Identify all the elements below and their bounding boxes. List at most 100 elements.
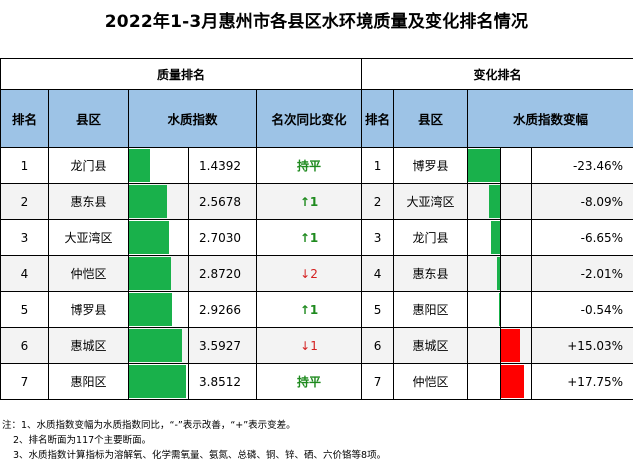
header-district: 县区 <box>48 89 129 148</box>
rank-yoy-cell: 持平 <box>255 363 363 400</box>
rank-yoy-cell: 持平 <box>255 147 363 184</box>
quality-district-cell: 惠东县 <box>48 183 129 220</box>
quality-district-cell: 大亚湾区 <box>48 219 129 256</box>
change-negative-bar-cell <box>467 219 502 256</box>
change-district-cell: 惠东县 <box>393 255 469 292</box>
section-quality-ranking: 质量排名 <box>0 58 363 90</box>
table-row: 4 仲恺区 2.8720 ↓2 4 惠东县 -2.01% <box>0 255 633 292</box>
change-district-cell: 大亚湾区 <box>393 183 469 220</box>
header-water-quality-index: 水质指数 <box>128 89 257 148</box>
change-rank-cell: 2 <box>361 183 395 220</box>
rank-yoy-cell: ↓2 <box>255 255 363 292</box>
change-district-cell: 仲恺区 <box>393 363 469 400</box>
wqi-bar-cell <box>128 183 189 220</box>
wqi-value-cell: 3.8512 <box>188 363 257 400</box>
wqi-value-cell: 2.5678 <box>188 183 257 220</box>
quality-district-cell: 惠阳区 <box>48 363 129 400</box>
change-negative-bar-cell <box>467 147 502 184</box>
wqi-bar-cell <box>128 291 189 328</box>
change-rank-cell: 5 <box>361 291 395 328</box>
change-value-cell: +17.75% <box>531 363 633 400</box>
quality-district-cell: 博罗县 <box>48 291 129 328</box>
change-negative-bar-cell <box>467 291 502 328</box>
wqi-bar-cell <box>128 327 189 364</box>
quality-rank-cell: 5 <box>0 291 49 328</box>
quality-district-cell: 惠城区 <box>48 327 129 364</box>
change-district-cell: 惠阳区 <box>393 291 469 328</box>
table-row: 5 博罗县 2.9266 ↑1 5 惠阳区 -0.54% <box>0 291 633 328</box>
wqi-value-cell: 2.7030 <box>188 219 257 256</box>
quality-rank-cell: 3 <box>0 219 49 256</box>
page-title: 2022年1-3月惠州市各县区水环境质量及变化排名情况 <box>104 12 529 32</box>
table-row: 2 惠东县 2.5678 ↑1 2 大亚湾区 -8.09% <box>0 183 633 220</box>
quality-rank-cell: 4 <box>0 255 49 292</box>
rank-yoy-cell: ↑1 <box>255 183 363 220</box>
change-negative-bar-cell <box>467 327 502 364</box>
change-bar-negative <box>499 293 500 326</box>
table-row: 3 大亚湾区 2.7030 ↑1 3 龙门县 -6.65% <box>0 219 633 256</box>
change-bar-negative <box>468 149 500 182</box>
wqi-value-cell: 3.5927 <box>188 327 257 364</box>
change-negative-bar-cell <box>467 255 502 292</box>
quality-rank-cell: 1 <box>0 147 49 184</box>
change-positive-bar-cell <box>500 183 533 220</box>
table-row: 7 惠阳区 3.8512 持平 7 仲恺区 +17.75% <box>0 363 633 400</box>
note-1: 注：1、水质指数变幅为水质指数同比，“-”表示改善，“+”表示变差。 <box>2 420 296 431</box>
note-2: 2、排名断面为117个主要断面。 <box>13 435 152 446</box>
change-value-cell: -23.46% <box>531 147 633 184</box>
quality-district-cell: 仲恺区 <box>48 255 129 292</box>
header-rank-2: 排名 <box>361 89 395 148</box>
header-index-change: 水质指数变幅 <box>467 89 633 148</box>
ranking-table: 质量排名 变化排名 排名 县区 水质指数 名次同比变化 排名 县区 水质指数变幅… <box>0 58 633 400</box>
change-bar-positive <box>501 365 524 398</box>
change-positive-bar-cell <box>500 291 533 328</box>
quality-rank-cell: 6 <box>0 327 49 364</box>
rank-yoy-cell: ↓1 <box>255 327 363 364</box>
change-rank-cell: 4 <box>361 255 395 292</box>
change-negative-bar-cell <box>467 363 502 400</box>
wqi-bar <box>129 329 182 362</box>
wqi-value-cell: 2.8720 <box>188 255 257 292</box>
wqi-bar-cell <box>128 363 189 400</box>
wqi-bar-cell <box>128 255 189 292</box>
change-positive-bar-cell <box>500 147 533 184</box>
header-district-2: 县区 <box>393 89 469 148</box>
change-value-cell: +15.03% <box>531 327 633 364</box>
change-bar-positive <box>501 329 521 362</box>
rank-yoy-cell: ↑1 <box>255 219 363 256</box>
header-rank-yoy-change: 名次同比变化 <box>255 89 363 148</box>
wqi-bar <box>129 365 186 398</box>
change-rank-cell: 6 <box>361 327 395 364</box>
wqi-bar <box>129 185 167 218</box>
change-value-cell: -8.09% <box>531 183 633 220</box>
wqi-bar-cell <box>128 147 189 184</box>
change-value-cell: -0.54% <box>531 291 633 328</box>
wqi-bar <box>129 149 151 182</box>
change-rank-cell: 1 <box>361 147 395 184</box>
quality-rank-cell: 2 <box>0 183 49 220</box>
quality-district-cell: 龙门县 <box>48 147 129 184</box>
wqi-bar <box>129 257 172 290</box>
change-positive-bar-cell <box>500 255 533 292</box>
change-rank-cell: 3 <box>361 219 395 256</box>
table-row: 1 龙门县 1.4392 持平 1 博罗县 -23.46% <box>0 147 633 184</box>
wqi-value-cell: 1.4392 <box>188 147 257 184</box>
change-bar-negative <box>490 221 500 254</box>
header-rank: 排名 <box>0 89 49 148</box>
change-negative-bar-cell <box>467 183 502 220</box>
wqi-bar-cell <box>128 219 189 256</box>
change-bar-negative <box>489 185 500 218</box>
change-bar-negative <box>497 257 500 290</box>
wqi-bar <box>129 293 173 326</box>
change-positive-bar-cell <box>500 363 533 400</box>
rank-yoy-cell: ↑1 <box>255 291 363 328</box>
table-row: 6 惠城区 3.5927 ↓1 6 惠城区 +15.03% <box>0 327 633 364</box>
change-value-cell: -2.01% <box>531 255 633 292</box>
quality-rank-cell: 7 <box>0 363 49 400</box>
change-positive-bar-cell <box>500 219 533 256</box>
section-change-ranking: 变化排名 <box>361 58 633 90</box>
change-rank-cell: 7 <box>361 363 395 400</box>
change-district-cell: 龙门县 <box>393 219 469 256</box>
change-value-cell: -6.65% <box>531 219 633 256</box>
change-positive-bar-cell <box>500 327 533 364</box>
